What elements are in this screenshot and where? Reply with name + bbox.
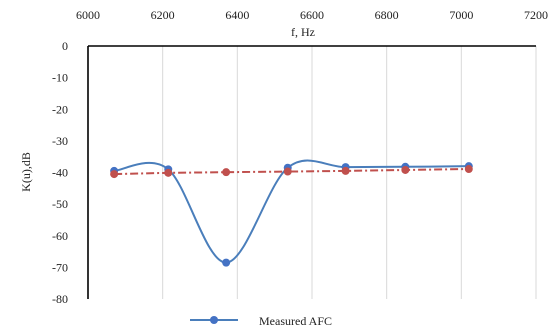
x-tick-6800: 6800 (375, 8, 399, 22)
x-tick-7200: 7200 (524, 8, 548, 22)
y-tick-0: 0 (62, 39, 68, 53)
x-axis-title: f, Hz (291, 25, 315, 39)
series-2-point-2 (164, 168, 173, 177)
y-tick--50: -50 (52, 197, 68, 211)
y-tick--40: -40 (52, 166, 68, 180)
legend: Measured AFC (190, 314, 332, 328)
y-tick--80: -80 (52, 292, 68, 306)
series-1-point-3 (222, 258, 231, 267)
axes (87, 45, 536, 299)
series-2-point-4 (283, 167, 292, 176)
y-tick--30: -30 (52, 134, 68, 148)
series-2-point-6 (401, 165, 410, 174)
y-tick--60: -60 (52, 229, 68, 243)
x-tick-6600: 6600 (300, 8, 324, 22)
series-2-point-1 (110, 170, 119, 179)
y-tick--20: -20 (52, 102, 68, 116)
x-tick-7000: 7000 (449, 8, 473, 22)
y-axis-title: K(u),dB (19, 152, 33, 192)
y-tick--70: -70 (52, 260, 68, 274)
plot-area (110, 159, 473, 267)
series-2-point-3 (222, 168, 231, 177)
y-tick--10: -10 (52, 71, 68, 85)
gridlines (162, 46, 537, 299)
x-tick-6200: 6200 (151, 8, 175, 22)
x-tick-6400: 6400 (225, 8, 249, 22)
x-tick-6000: 6000 (76, 8, 100, 22)
y-tick-labels: 0 -10 -20 -30 -40 -50 -60 -70 -80 (52, 39, 68, 306)
x-tick-labels: 6000 6200 6400 6600 6800 7000 7200 (76, 8, 548, 22)
legend-label-measured-afc: Measured AFC (259, 314, 332, 328)
series-2-point-7 (464, 165, 473, 174)
series-2-point-5 (341, 166, 350, 175)
legend-marker-measured-afc (210, 316, 218, 324)
